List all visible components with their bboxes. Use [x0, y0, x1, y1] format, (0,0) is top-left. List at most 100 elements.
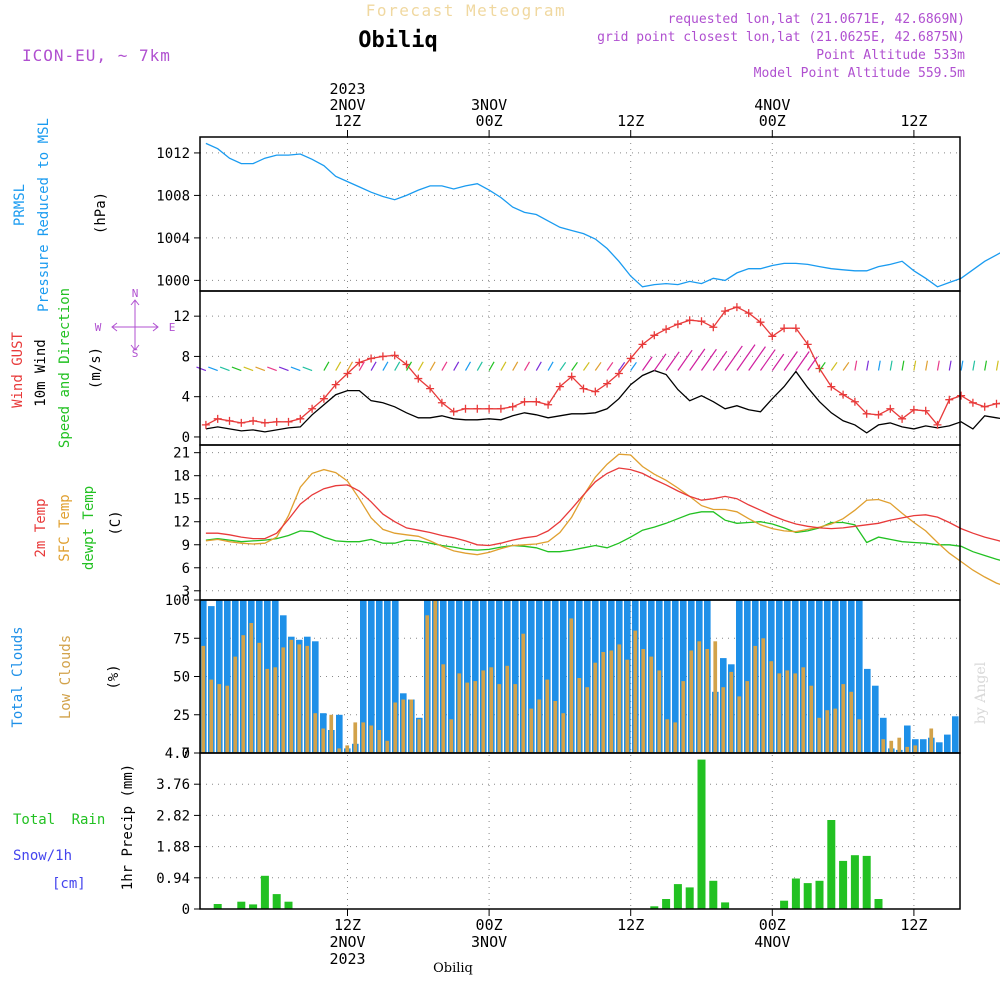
low-cloud-bar	[649, 656, 654, 753]
wind-labels: Wind GUST 10m Wind Speed and Direction (…	[10, 288, 104, 448]
total-cloud-bar	[880, 717, 887, 753]
low-cloud-bar	[449, 719, 454, 753]
temp2m-line	[205, 467, 1000, 547]
gust-line-marker	[402, 360, 411, 369]
wind-direction-arrow	[290, 366, 301, 372]
low-cloud-bar	[489, 667, 494, 753]
panel-frame	[199, 752, 961, 910]
wind-direction-arrow	[441, 361, 448, 371]
low-cloud-bar	[577, 678, 582, 753]
wind-direction-arrow	[512, 361, 519, 371]
gust-line-marker	[201, 420, 210, 429]
gust-line-marker	[744, 309, 753, 318]
gust-line-marker	[980, 402, 989, 411]
gust-line-marker	[343, 369, 352, 378]
gust-line-marker	[284, 417, 293, 426]
low-cloud-bar	[665, 719, 670, 753]
total-cloud-bar	[368, 600, 375, 753]
gust-line-marker	[626, 354, 635, 363]
gust-line-marker	[862, 409, 871, 418]
gust-line-marker	[945, 395, 954, 404]
low-cloud-bar	[425, 615, 430, 753]
low-cloud-bar	[753, 645, 758, 753]
gust-line-marker	[473, 404, 482, 413]
rain-bar	[721, 902, 730, 909]
top-time-label: 12Z	[617, 112, 644, 130]
gust-line-marker	[296, 414, 305, 423]
pressure-ytick-label: 1008	[156, 188, 190, 204]
wind-direction-arrow	[346, 361, 354, 371]
gust-line-marker	[308, 404, 317, 413]
low-cloud-bar	[217, 684, 222, 753]
low-cloud-bar	[281, 647, 286, 753]
low-cloud-bar	[385, 740, 390, 753]
low-cloud-bar	[361, 722, 366, 753]
wind-direction-arrow	[208, 366, 218, 372]
bottom-time-label: 12Z	[900, 916, 927, 934]
total-cloud-bar	[864, 668, 871, 753]
low-cloud-bar	[529, 708, 534, 753]
wind-direction-arrow	[523, 361, 531, 371]
top-time-label: 00Z	[759, 112, 786, 130]
rain-bar	[709, 880, 718, 909]
low-cloud-bar	[601, 652, 606, 753]
gust-line-marker	[673, 320, 682, 329]
gust-line-marker	[520, 397, 529, 406]
wind-direction-arrow	[231, 366, 242, 372]
gust-line-marker	[874, 410, 883, 419]
clouds-ytick-label: 0	[182, 746, 190, 762]
wind10m-line	[205, 369, 1000, 434]
compass-arrows	[111, 299, 159, 351]
wind-unit-label: (m/s)	[88, 347, 104, 389]
gust-line-marker	[662, 325, 671, 334]
total-cloud-bar	[664, 600, 671, 753]
low-cloud-bar	[849, 691, 854, 753]
low-cloud-bar	[433, 600, 438, 753]
point-altitude: Point Altitude 533m	[816, 48, 965, 63]
pressure-ytick-label: 1000	[156, 273, 190, 289]
footer-location: Obiliq	[433, 961, 473, 976]
total-cloud-bar	[224, 600, 231, 753]
total-cloud-bar	[208, 606, 215, 753]
wind-direction-arrow	[594, 361, 602, 371]
rain-bar	[260, 875, 269, 909]
wind-direction-arrow	[771, 353, 785, 371]
gust-line-marker	[638, 340, 647, 349]
low-cloud-bar	[257, 642, 262, 753]
total-cloud-bar	[376, 600, 383, 753]
wind-direction-arrow	[653, 353, 667, 371]
top-time-label: 2NOV	[329, 96, 365, 114]
rain-bar	[791, 878, 800, 909]
low-cloud-bar	[761, 638, 766, 754]
wind-direction-arrow	[358, 361, 365, 371]
top-time-label: 12Z	[900, 112, 927, 130]
total-cloud-bar	[472, 600, 479, 753]
low-cloud-bar	[409, 699, 414, 753]
total-cloud-bar	[680, 600, 687, 753]
wind-direction-arrow	[464, 361, 472, 371]
wind-direction-arrow	[807, 356, 818, 371]
wind-direction-arrow	[571, 361, 578, 371]
total-cloud-bar	[872, 685, 879, 753]
gust-line-marker	[591, 387, 600, 396]
total-cloud-bar	[536, 600, 543, 753]
wind-direction-arrow	[830, 361, 838, 371]
wind-ytick-label: 0	[182, 430, 190, 446]
total-cloud-bar	[952, 716, 959, 753]
total-cloud-bar	[672, 600, 679, 753]
gust-line-marker	[532, 397, 541, 406]
low-clouds-label: Low Clouds	[58, 635, 74, 719]
wind10m-label: 10m Wind	[33, 339, 49, 406]
total-cloud-bar	[920, 739, 927, 753]
low-cloud-bar	[833, 708, 838, 753]
low-cloud-bar	[593, 662, 598, 753]
low-cloud-bar	[817, 717, 822, 753]
gust-line-marker	[650, 331, 659, 340]
low-cloud-bar	[537, 699, 542, 753]
temp-unit-label: (C)	[108, 510, 124, 535]
total-cloud-bar	[584, 600, 591, 753]
location-title: Obiliq	[358, 28, 437, 53]
rain-bar	[237, 901, 246, 909]
grid-point-coords: grid point closest lon,lat (21.0625E, 42…	[597, 30, 965, 45]
model-altitude: Model Point Altitude 559.5m	[754, 66, 965, 81]
